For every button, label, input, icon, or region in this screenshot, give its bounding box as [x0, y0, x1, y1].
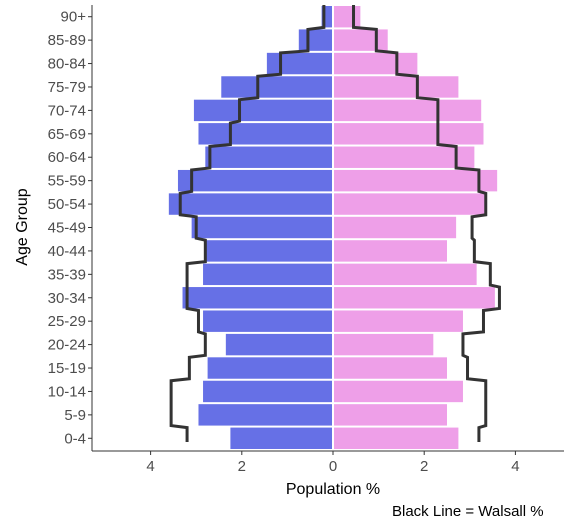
female-bars	[334, 6, 498, 449]
bar-left-65-69	[198, 123, 332, 145]
bar-left-45-49	[191, 216, 332, 239]
bar-right-30-34	[334, 287, 495, 309]
bar-left-30-34	[182, 287, 332, 309]
x-axis-title: Population %	[286, 481, 380, 498]
bar-left-50-54	[168, 193, 332, 215]
y-tick-label: 10-14	[48, 383, 86, 400]
y-tick-label: 90+	[61, 9, 87, 26]
bar-left-70-74	[193, 99, 332, 122]
x-tick-label: 2	[238, 458, 246, 475]
y-axis-ticks: 0-4 5-9 10-14 15-19 20-24 25-29 30-34 35-39 40-4…	[48, 9, 92, 447]
bar-left-0-4	[230, 427, 332, 449]
y-tick-label: 25-29	[48, 313, 86, 330]
male-bars	[168, 6, 332, 449]
bar-left-55-59	[177, 169, 332, 192]
bar-right-20-24	[334, 333, 434, 356]
x-tick-label: 2	[420, 458, 428, 475]
walsall-line-left	[169, 5, 326, 442]
x-axis-ticks: 4 2 0 2 4	[146, 451, 520, 475]
y-tick-label: 50-54	[48, 196, 86, 213]
bar-right-90+	[334, 6, 361, 28]
bar-left-60-64	[205, 146, 332, 168]
bar-right-45-49	[334, 216, 457, 239]
y-tick-label: 0-4	[64, 430, 86, 447]
bar-left-85-89	[298, 29, 332, 51]
bar-left-40-44	[205, 240, 332, 262]
bar-right-15-19	[334, 357, 447, 379]
bar-left-15-19	[207, 357, 332, 379]
x-tick-label: 4	[511, 458, 519, 475]
bar-left-75-79	[221, 76, 332, 98]
walsall-line-right	[352, 5, 501, 442]
y-tick-label: 30-34	[48, 290, 86, 307]
y-tick-label: 75-79	[48, 79, 86, 96]
bar-right-80-84	[334, 52, 418, 75]
bar-right-70-74	[334, 99, 482, 122]
bar-right-40-44	[334, 240, 447, 262]
y-tick-label: 85-89	[48, 32, 86, 49]
bar-left-10-14	[203, 380, 332, 403]
bar-right-60-64	[334, 146, 475, 168]
y-tick-label: 20-24	[48, 337, 86, 354]
bar-left-90+	[321, 6, 332, 28]
y-tick-label: 55-59	[48, 173, 86, 190]
bar-left-5-9	[198, 404, 332, 426]
y-tick-label: 15-19	[48, 360, 86, 377]
bar-right-0-4	[334, 427, 459, 449]
x-tick-label: 4	[146, 458, 154, 475]
bar-left-20-24	[225, 333, 332, 356]
y-tick-label: 70-74	[48, 102, 86, 119]
y-tick-label: 80-84	[48, 56, 86, 73]
chart-caption: Black Line = Walsall %	[392, 503, 544, 518]
bar-right-85-89	[334, 29, 388, 51]
bar-right-25-29	[334, 310, 463, 332]
bar-right-50-54	[334, 193, 486, 215]
y-tick-label: 40-44	[48, 243, 86, 260]
x-tick-label: 0	[329, 458, 337, 475]
bar-left-35-39	[203, 263, 332, 286]
bar-right-65-69	[334, 123, 484, 145]
bar-left-80-84	[266, 52, 332, 75]
y-tick-label: 5-9	[64, 407, 86, 424]
bar-right-35-39	[334, 263, 477, 286]
bar-left-25-29	[203, 310, 332, 332]
y-tick-label: 35-39	[48, 266, 86, 283]
bar-right-55-59	[334, 169, 498, 192]
bar-right-75-79	[334, 76, 459, 98]
bar-right-5-9	[334, 404, 447, 426]
y-tick-label: 45-49	[48, 220, 86, 237]
bar-right-10-14	[334, 380, 463, 403]
y-tick-label: 65-69	[48, 126, 86, 143]
y-axis-title: Age Group	[14, 188, 31, 265]
y-tick-label: 60-64	[48, 149, 86, 166]
